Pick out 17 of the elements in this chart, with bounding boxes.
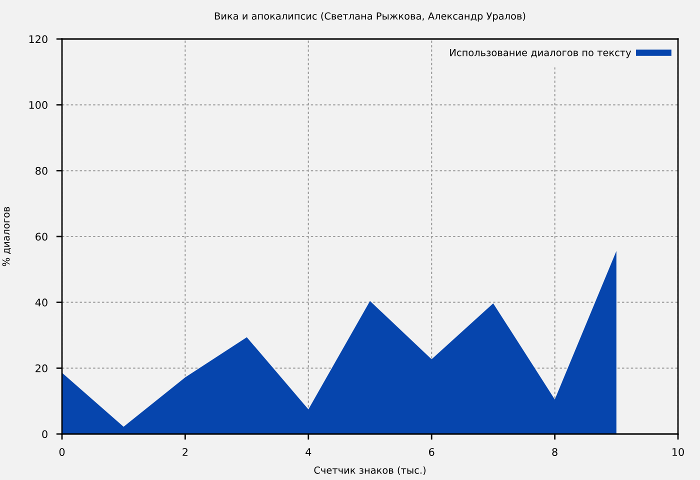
y-tick-label: 100 — [29, 101, 48, 109]
x-tick-label: 6 — [429, 448, 434, 456]
y-axis-title: % диалогов — [2, 206, 11, 266]
y-tick-label: 40 — [35, 298, 48, 306]
y-tick-label: 60 — [36, 232, 48, 241]
x-tick-label: 4 — [306, 448, 312, 456]
x-tick-label: 0 — [59, 448, 65, 456]
chart-title: Вика и апокалипсис (Светлана Рыжкова, Александр Уралов) — [214, 12, 526, 22]
x-tick-label: 2 — [182, 448, 188, 456]
x-tick-label: 8 — [552, 448, 558, 456]
y-tick-label: 80 — [36, 166, 48, 175]
y-tick-label: 120 — [29, 35, 48, 44]
y-tick-label: 0 — [42, 430, 48, 438]
y-tick-label: 20 — [36, 364, 48, 372]
legend-label: Использование диалогов по тексту — [450, 49, 632, 58]
x-axis-title: Счетчик знаков (тыс.) — [314, 466, 426, 475]
x-tick-label: 10 — [672, 448, 684, 456]
